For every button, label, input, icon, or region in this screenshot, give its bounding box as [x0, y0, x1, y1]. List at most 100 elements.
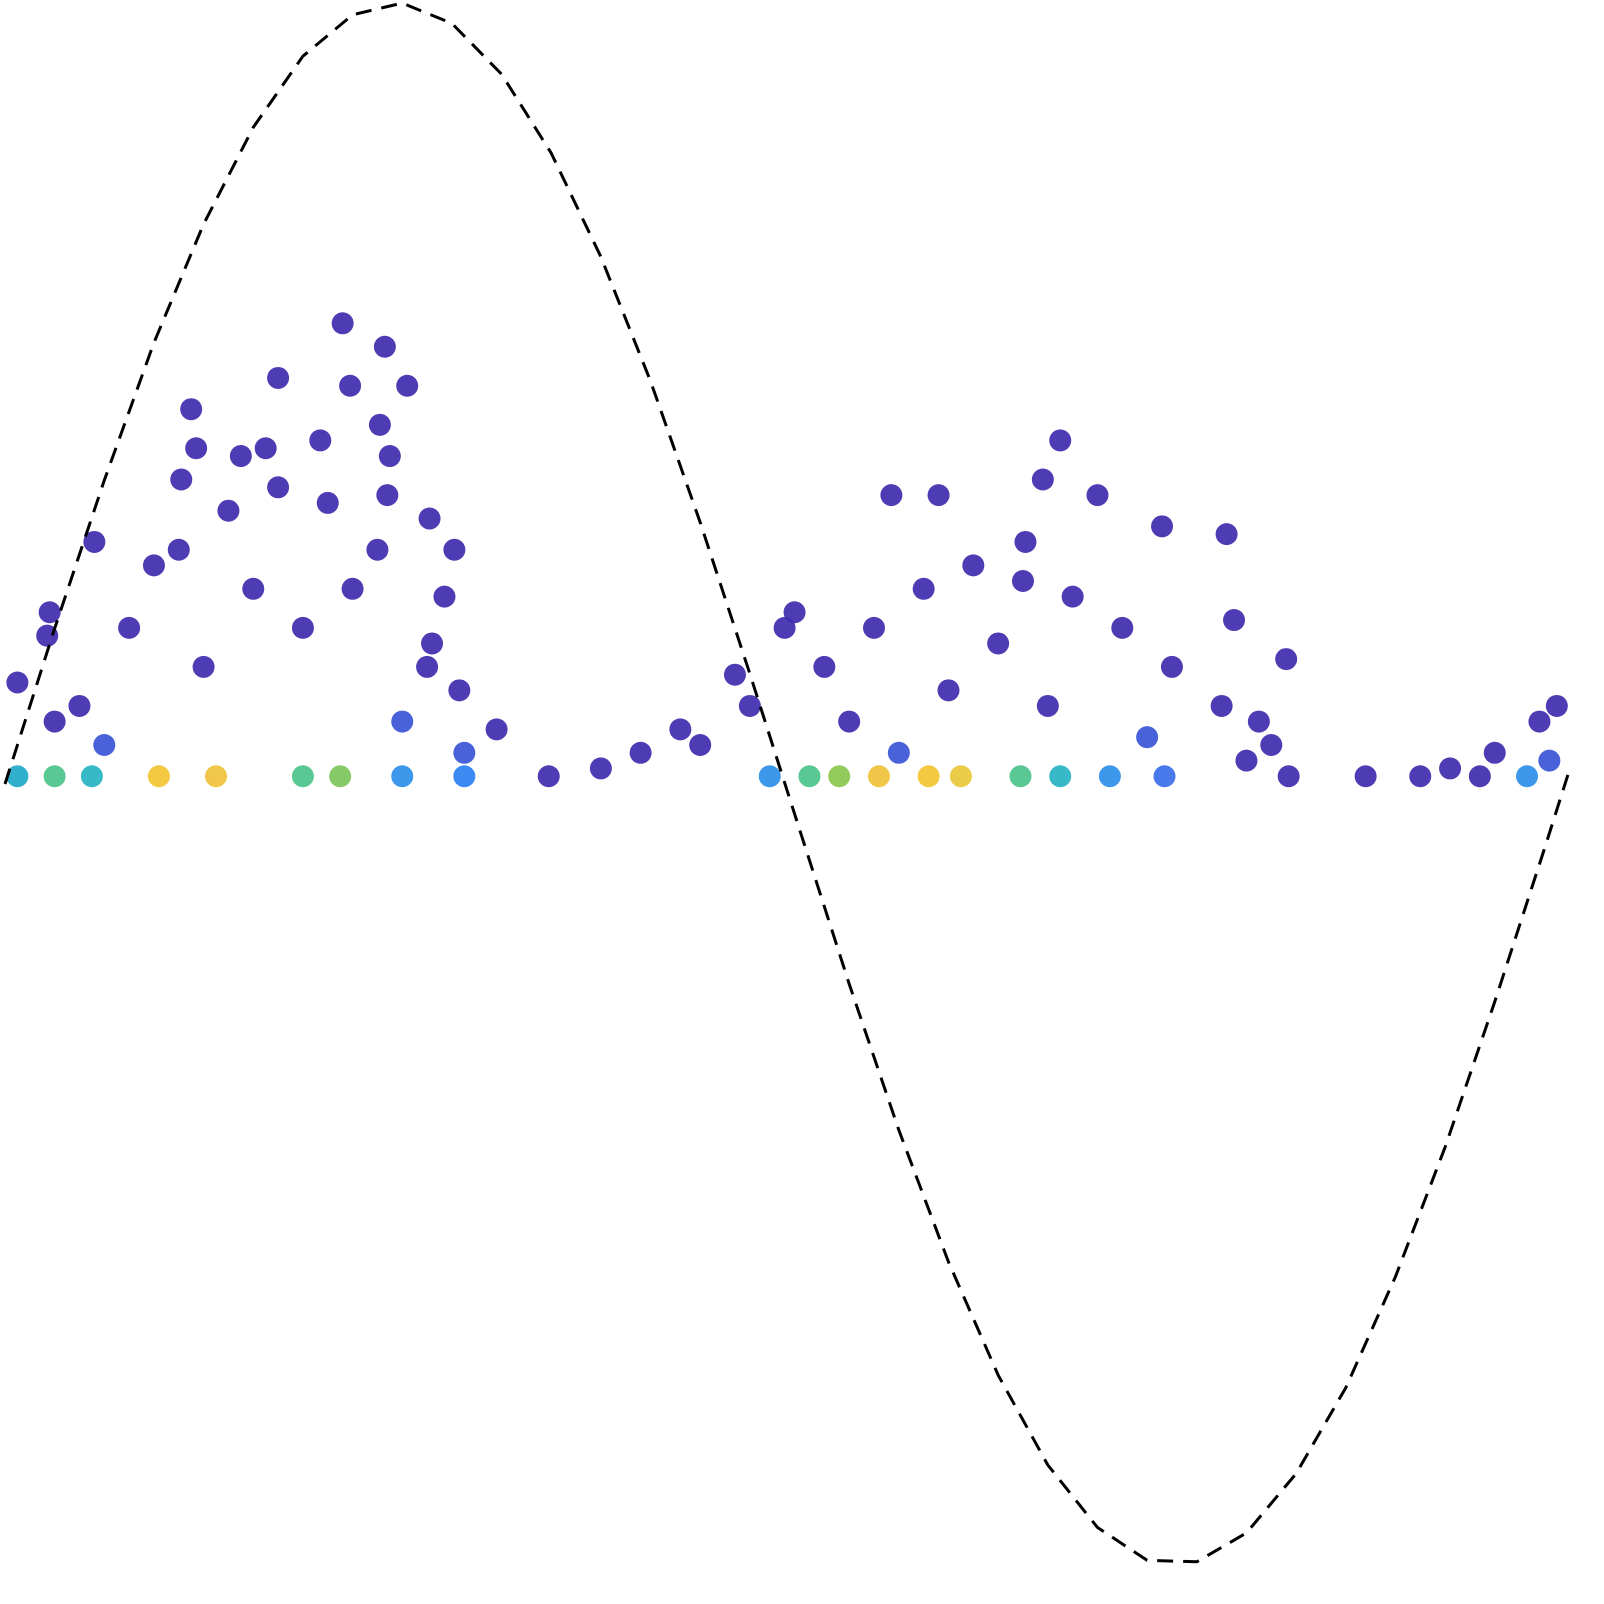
- scatter-point: [366, 538, 389, 561]
- scatter-point: [376, 484, 399, 507]
- scatter-point: [43, 710, 66, 733]
- scatter-point: [1153, 765, 1176, 788]
- scatter-point: [1215, 523, 1238, 546]
- scatter-point: [118, 616, 141, 639]
- scatter-point: [1528, 710, 1551, 733]
- scatter-point: [341, 577, 364, 600]
- scatter-point: [38, 601, 61, 624]
- scatter-point: [1260, 733, 1283, 756]
- scatter-point: [1098, 765, 1121, 788]
- scatter-point: [421, 632, 444, 655]
- scatter-point: [170, 468, 193, 491]
- scatter-point: [1011, 570, 1034, 593]
- scatter-point: [378, 445, 401, 468]
- scatter-point: [917, 765, 940, 788]
- scatter-point: [1151, 515, 1174, 538]
- scatter-point: [83, 530, 106, 553]
- scatter-point: [229, 445, 252, 468]
- scatter-point: [373, 335, 396, 358]
- scatter-point: [291, 765, 314, 788]
- scatter-point: [949, 765, 972, 788]
- scatter-point: [329, 765, 352, 788]
- scatter-point: [1036, 694, 1059, 717]
- scatter-point: [867, 765, 890, 788]
- scatter-point: [738, 694, 761, 717]
- scatter-point: [185, 437, 208, 460]
- scatter-point: [267, 476, 290, 499]
- scatter-point: [217, 499, 240, 522]
- scatter-point: [689, 733, 712, 756]
- curve: [3, 1, 1571, 1564]
- scatter-point: [1009, 765, 1032, 788]
- scatter-point: [1049, 765, 1072, 788]
- scatter-point: [267, 366, 290, 389]
- scatter-point: [838, 710, 861, 733]
- scatter-point: [180, 398, 203, 421]
- scatter-point: [880, 484, 903, 507]
- scatter-point: [813, 655, 836, 678]
- scatter-point: [1049, 429, 1072, 452]
- scatter-point: [6, 765, 29, 788]
- scatter-point: [242, 577, 265, 600]
- scatter-point: [723, 663, 746, 686]
- scatter-point: [629, 741, 652, 764]
- scatter-point: [783, 601, 806, 624]
- scatter-point: [147, 765, 170, 788]
- scatter-point: [828, 765, 851, 788]
- scatter-point: [1277, 765, 1300, 788]
- scatter-point: [1031, 468, 1054, 491]
- scatter-point: [1111, 616, 1134, 639]
- scatter-point: [396, 374, 419, 397]
- scatter-point: [758, 765, 781, 788]
- scatter-point: [93, 733, 116, 756]
- scatter-point: [43, 765, 66, 788]
- scatter-point: [192, 655, 215, 678]
- scatter-point: [391, 765, 414, 788]
- scatter-point: [167, 538, 190, 561]
- scatter-point: [1275, 648, 1298, 671]
- scatter-point: [537, 765, 560, 788]
- scatter-point: [927, 484, 950, 507]
- scatter-point: [1086, 484, 1109, 507]
- scatter-point: [339, 374, 362, 397]
- scatter-point: [68, 694, 91, 717]
- scatter-point: [1223, 609, 1246, 632]
- scatter-point: [912, 577, 935, 600]
- scatter-point: [448, 679, 471, 702]
- scatter-point: [1439, 757, 1462, 780]
- scatter-point: [987, 632, 1010, 655]
- scatter-point: [418, 507, 441, 530]
- scatter-point: [433, 585, 456, 608]
- scatter-point: [1136, 726, 1159, 749]
- scatter-point: [6, 671, 29, 694]
- scatter-point: [863, 616, 886, 639]
- scatter-point: [1409, 765, 1432, 788]
- scatter-point: [1210, 694, 1233, 717]
- scatter-point: [254, 437, 277, 460]
- scatter-point: [798, 765, 821, 788]
- scatter-point: [1538, 749, 1561, 772]
- scatter-point: [773, 616, 796, 639]
- scatter-point: [1516, 765, 1539, 788]
- scatter-point: [205, 765, 228, 788]
- scatter-point: [1061, 585, 1084, 608]
- scatter-point: [669, 718, 692, 741]
- scatter-point: [1014, 530, 1037, 553]
- scatter-point: [443, 538, 466, 561]
- scatter-point: [80, 765, 103, 788]
- scatter-point: [937, 679, 960, 702]
- scatter-point: [291, 616, 314, 639]
- scatter-point: [316, 491, 339, 514]
- scatter-point: [453, 765, 476, 788]
- scatter-point: [1235, 749, 1258, 772]
- scatter-point: [485, 718, 508, 741]
- scatter-point: [391, 710, 414, 733]
- scatter-point: [1354, 765, 1377, 788]
- scatter-point: [416, 655, 439, 678]
- scatter-point: [368, 413, 391, 436]
- scatter-point: [331, 312, 354, 335]
- scatter-point: [1160, 655, 1183, 678]
- scatter-point: [1468, 765, 1491, 788]
- scatter-point: [453, 741, 476, 764]
